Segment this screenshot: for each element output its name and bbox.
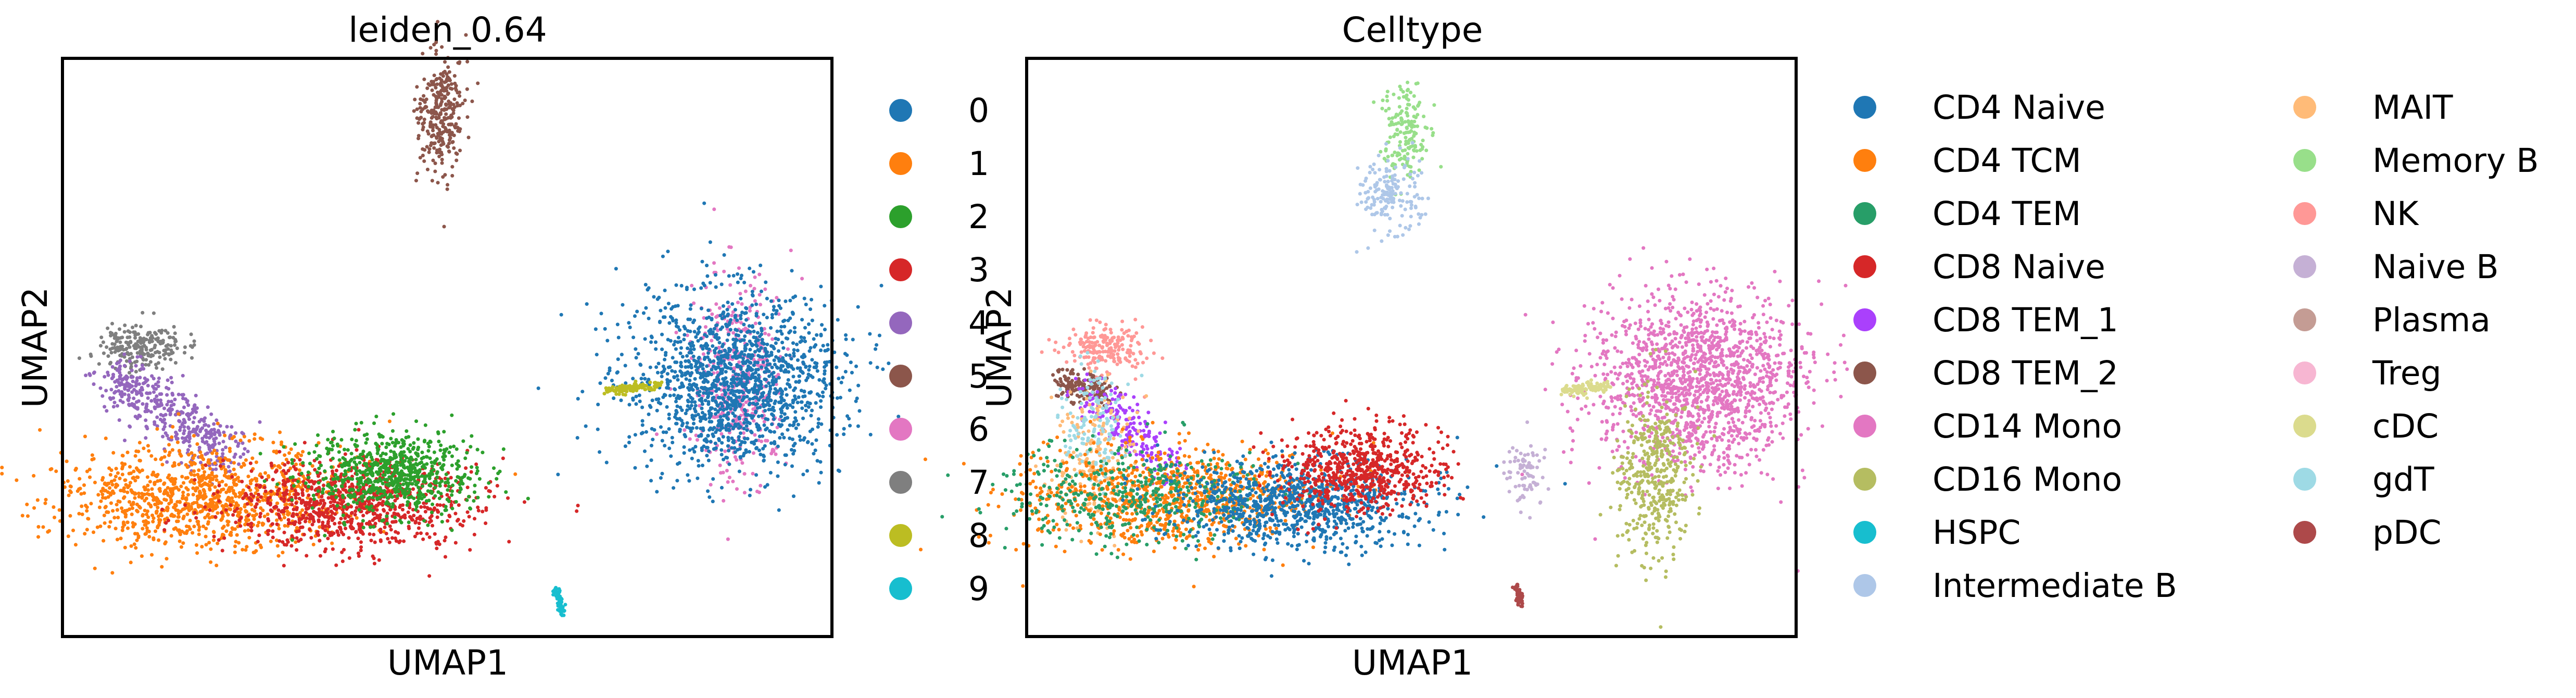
y-axis-label: UMAP2 <box>15 287 55 408</box>
legend-label: Plasma <box>2372 301 2491 339</box>
legend-label: gdT <box>2372 460 2434 498</box>
legend-marker <box>2293 415 2316 438</box>
legend-label: CD8 Naive <box>1933 248 2105 286</box>
legend-marker <box>2293 255 2316 278</box>
legend-label: 6 <box>968 410 989 448</box>
legend-label: 5 <box>968 357 989 395</box>
cluster-points <box>1252 398 1465 535</box>
legend-label: 4 <box>968 304 989 342</box>
cluster-points <box>551 585 567 617</box>
scatter-points <box>919 80 1859 629</box>
legend-marker <box>2293 468 2316 491</box>
legend-marker <box>1853 308 1876 331</box>
panel-title: leiden_0.64 <box>348 10 547 50</box>
scatter-points <box>0 20 901 617</box>
legend-label: 9 <box>968 570 989 608</box>
plot-frame <box>1025 57 1798 638</box>
legend-label: Memory B <box>2372 142 2539 180</box>
legend-marker <box>1853 149 1876 172</box>
legend-label: 7 <box>968 464 989 502</box>
cluster-points <box>1520 246 1859 573</box>
x-axis-label: UMAP1 <box>387 643 508 683</box>
legend-label: MAIT <box>2372 89 2453 127</box>
cluster-points <box>258 412 530 542</box>
legend-marker <box>889 152 912 175</box>
legend-marker <box>1853 362 1876 384</box>
legend-marker <box>889 311 912 334</box>
legend-marker <box>889 577 912 600</box>
legend-label: 2 <box>968 198 989 236</box>
cluster-points <box>1511 582 1524 608</box>
cluster-points <box>602 379 664 397</box>
legend-label: cDC <box>2372 407 2439 445</box>
cluster-points <box>536 201 901 512</box>
legend-label: CD4 Naive <box>1933 89 2105 127</box>
y-axis-label: UMAP2 <box>979 287 1019 408</box>
cluster-points <box>1559 378 1612 400</box>
legend-marker <box>1853 574 1876 597</box>
legend-marker <box>2293 521 2316 544</box>
legend-marker <box>2293 362 2316 384</box>
legend-marker <box>889 258 912 281</box>
cluster-points <box>412 20 480 229</box>
legend-label: Treg <box>2372 354 2442 392</box>
cluster-points <box>1598 347 1716 629</box>
legend-marker <box>1853 255 1876 278</box>
legend-marker <box>889 205 912 228</box>
legend-label: pDC <box>2372 514 2442 552</box>
x-axis-label: UMAP1 <box>1352 643 1473 683</box>
legend-marker <box>1853 202 1876 225</box>
legend-marker <box>889 99 912 122</box>
legend-marker <box>1853 468 1876 491</box>
legend-marker <box>1853 415 1876 438</box>
legend-marker <box>2293 96 2316 119</box>
legend-label: CD14 Mono <box>1933 407 2122 445</box>
legend-label: HSPC <box>1933 514 2021 552</box>
legend-marker <box>2293 308 2316 331</box>
legend-marker <box>889 471 912 494</box>
legend-label: 1 <box>968 145 989 183</box>
panel-title: Celltype <box>1342 10 1483 50</box>
legend-label: CD16 Mono <box>1933 460 2122 498</box>
legend-marker <box>2293 149 2316 172</box>
legend: CD4 Naive CD4 TCM CD4 TEM CD8 Naive CD8 TEM_… <box>1853 89 2539 605</box>
legend-label: 3 <box>968 251 989 289</box>
cluster-points <box>1355 141 1430 254</box>
legend-marker <box>889 524 912 547</box>
legend-label: Intermediate B <box>1933 567 2177 605</box>
plot-frame <box>61 57 834 638</box>
legend-label: 0 <box>968 92 989 130</box>
legend-label: Naive B <box>2372 248 2499 286</box>
legend-label: NK <box>2372 195 2419 233</box>
cluster-points <box>1502 420 1550 520</box>
legend-marker <box>889 418 912 441</box>
legend-label: CD4 TEM <box>1933 195 2081 233</box>
legend-marker <box>2293 202 2316 225</box>
legend-marker <box>1853 521 1876 544</box>
legend-label: CD8 TEM_1 <box>1933 301 2118 339</box>
legend-label: CD4 TCM <box>1933 142 2081 180</box>
legend-label: CD8 TEM_2 <box>1933 354 2118 392</box>
cluster-points <box>654 207 805 541</box>
legend-marker <box>889 365 912 388</box>
cluster-points <box>77 310 196 378</box>
legend-marker <box>1853 96 1876 119</box>
